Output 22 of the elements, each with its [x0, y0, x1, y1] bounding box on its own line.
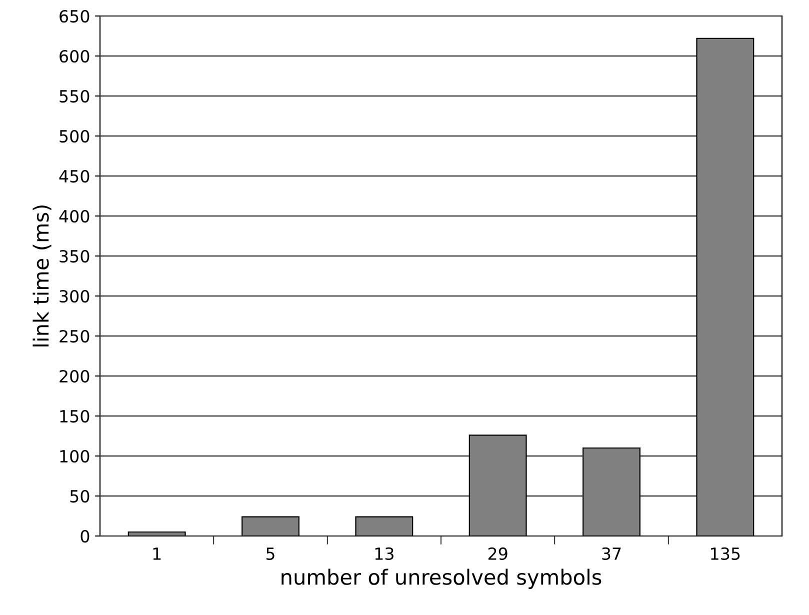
x-tick-label: 135	[711, 547, 740, 560]
y-tick-label: 400	[59, 210, 90, 223]
y-tick-label: 100	[60, 450, 90, 463]
y-tick-label: 600	[60, 50, 90, 63]
y-tick-label: 250	[60, 330, 90, 343]
x-axis-title: number of unresolved symbols	[282, 568, 602, 589]
y-axis-title: link time (ms)	[32, 206, 52, 346]
x-tick-label: 5	[266, 548, 274, 560]
x-tick-label: 29	[488, 547, 508, 560]
y-tick-label: 350	[60, 250, 90, 263]
y-tick-label: 50	[70, 490, 90, 503]
y-tick-label: 650	[60, 10, 90, 23]
y-tick-label: 550	[60, 90, 90, 103]
y-tick-label: 500	[60, 130, 90, 143]
x-tick-label: 37	[602, 547, 621, 560]
x-tick-label: 1	[153, 548, 161, 560]
y-tick-label: 300	[60, 290, 90, 303]
y-tick-label: 200	[60, 370, 90, 383]
y-tick-label: 0	[80, 530, 90, 543]
x-tick-label: 13	[375, 547, 394, 560]
y-tick-label: 450	[59, 170, 90, 183]
y-tick-label: 150	[60, 410, 90, 423]
